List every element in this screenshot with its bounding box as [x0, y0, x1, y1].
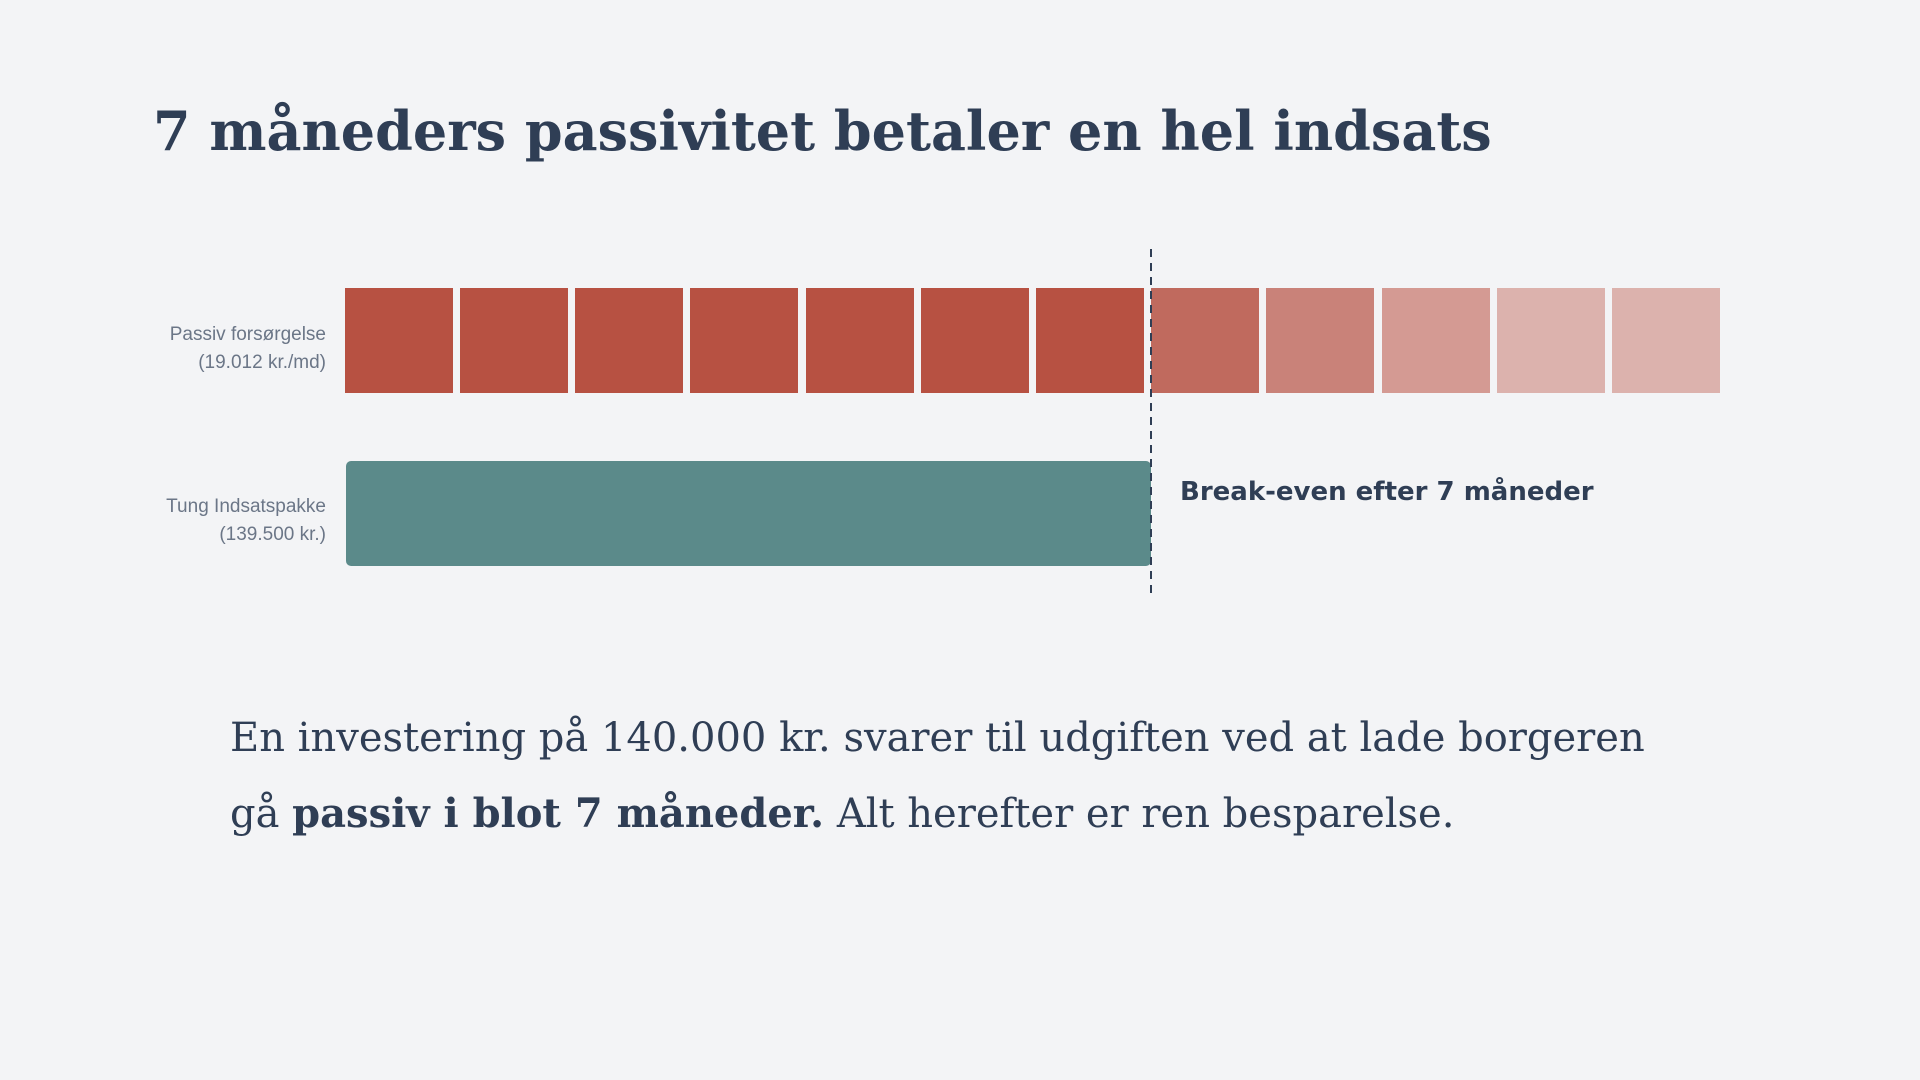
- month-square: [460, 288, 568, 393]
- summary: En investering på 140.000 kr. svarer til…: [230, 700, 1830, 852]
- annotation: Break-even efter 7 måneder: [1180, 475, 1594, 507]
- text: Alt herefter er ren besparelse.: [824, 791, 1455, 837]
- month-square: [690, 288, 798, 393]
- month-square: [806, 288, 914, 393]
- month-square: [575, 288, 683, 393]
- row-label: Passiv forsørgelse: [170, 324, 326, 345]
- row-sublabel: (19.012 kr./md): [198, 352, 326, 373]
- summary-line: En investering på 140.000 kr. svarer til…: [230, 715, 1645, 761]
- month-square: [1612, 288, 1720, 393]
- month-square: [1151, 288, 1259, 393]
- emphasis: passiv i blot 7 måneder.: [292, 790, 825, 837]
- row-label: Tung Indsatspakke: [166, 496, 326, 517]
- month-square: [1382, 288, 1490, 393]
- month-squares: [345, 288, 1720, 393]
- month-square: [1266, 288, 1374, 393]
- text: gå: [230, 791, 293, 837]
- month-square: [345, 288, 453, 393]
- row-sublabel: (139.500 kr.): [219, 524, 326, 545]
- month-square: [1497, 288, 1605, 393]
- month-square: [1036, 288, 1144, 393]
- title: 7 måneders passivitet betaler en hel ind…: [153, 99, 1492, 163]
- month-square: [921, 288, 1029, 393]
- summary-line: gå passiv i blot 7 måneder. Alt herefter…: [230, 776, 1830, 852]
- investment-bar: [346, 461, 1151, 566]
